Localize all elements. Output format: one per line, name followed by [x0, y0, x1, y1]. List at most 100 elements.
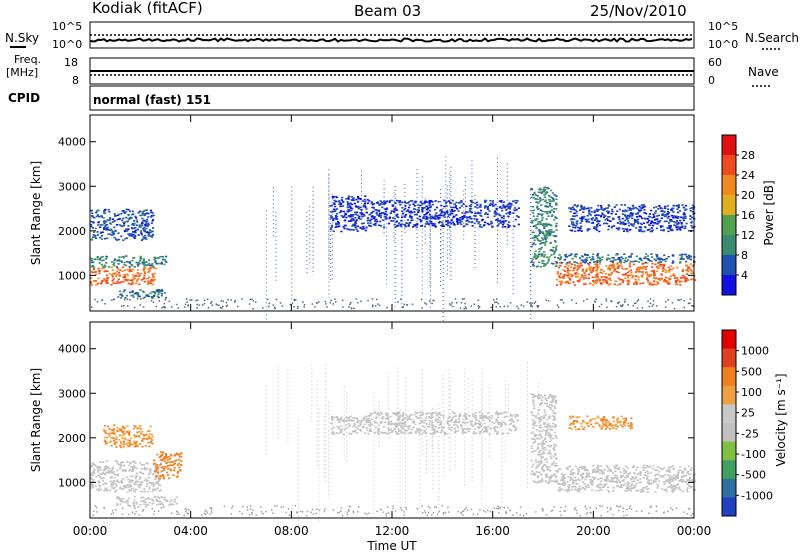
power-ytick-label: 1000 — [58, 269, 86, 282]
power-cell — [118, 290, 122, 293]
power-cell — [549, 210, 552, 213]
power-cell — [140, 232, 143, 235]
power-cell — [378, 210, 381, 213]
velocity-cell — [158, 456, 161, 458]
power-cell — [646, 221, 649, 224]
velocity-cell — [497, 414, 500, 416]
power-cell — [581, 275, 584, 277]
power-cell — [568, 225, 571, 227]
velocity-cell — [146, 468, 149, 470]
power-cell — [584, 261, 587, 263]
velocity-cell — [135, 444, 139, 446]
power-cell — [637, 276, 640, 279]
velocity-cell — [374, 422, 377, 424]
velocity-cell — [553, 426, 557, 428]
velocity-cell — [616, 467, 619, 470]
power-cell — [160, 292, 163, 295]
cpid-panel: CPID normal (fast) 151 — [8, 85, 695, 111]
power-cell — [90, 239, 93, 241]
power-cell — [113, 236, 116, 239]
power-cell — [628, 262, 631, 264]
power-cell — [454, 205, 458, 207]
power-cell — [401, 206, 404, 209]
velocity-cell — [504, 422, 507, 424]
power-cell — [382, 212, 385, 214]
velocity-cell — [128, 464, 131, 466]
power-cell — [567, 269, 570, 272]
power-cell — [553, 208, 556, 210]
power-cell — [615, 270, 618, 273]
power-cell — [113, 226, 116, 229]
power-cell — [363, 204, 366, 206]
power-ground-cell — [184, 306, 186, 308]
power-cell — [676, 228, 679, 231]
velocity-cell — [414, 430, 417, 433]
power-ground-cell — [507, 305, 509, 308]
velocity-cell — [420, 414, 423, 416]
velocity-cell — [437, 427, 440, 429]
velocity-cell — [97, 474, 100, 477]
velocity-cell — [367, 415, 370, 417]
velocity-cell — [505, 415, 508, 418]
power-cell — [635, 213, 638, 215]
power-cell — [661, 269, 665, 272]
velocity-cell — [550, 434, 553, 436]
power-cell — [96, 282, 99, 285]
power-cell — [663, 258, 666, 261]
power-cell — [345, 216, 348, 219]
velocity-cell — [633, 480, 636, 483]
power-ground-cell — [350, 302, 352, 304]
power-cell — [637, 209, 641, 212]
velocity-cell — [531, 465, 534, 468]
velocity-cell — [478, 411, 481, 414]
velocity-cell — [434, 418, 437, 421]
power-cell — [143, 274, 146, 277]
power-cell — [118, 271, 121, 274]
velocity-cell — [331, 433, 334, 435]
power-cell — [587, 218, 590, 221]
power-cell — [644, 217, 647, 220]
velocity-cell — [151, 502, 154, 505]
power-ground-cell — [606, 306, 608, 309]
noise-right-label: N.Search — [745, 31, 799, 45]
velocity-cell — [113, 477, 116, 479]
power-cell — [356, 225, 359, 228]
power-colorbar-label: Power [dB] — [762, 180, 776, 245]
velocity-cell — [397, 411, 400, 413]
velocity-cell — [592, 470, 595, 473]
velocity-cell — [581, 466, 584, 468]
power-cell — [451, 209, 454, 212]
power-cell — [131, 235, 134, 237]
power-cell — [646, 262, 649, 264]
velocity-cell — [553, 474, 556, 477]
velocity-cell — [133, 495, 137, 498]
velocity-cell — [91, 472, 94, 474]
power-cell — [372, 223, 375, 226]
power-cell — [112, 233, 115, 236]
velocity-cell — [468, 415, 471, 417]
power-cell — [565, 263, 568, 265]
velocity-cell — [510, 429, 513, 432]
power-cell — [530, 188, 533, 190]
velocity-cell — [551, 415, 554, 417]
power-cell — [500, 216, 503, 219]
power-cell — [583, 215, 586, 218]
power-cell — [391, 204, 394, 206]
power-cell — [580, 206, 583, 209]
power-cell — [533, 192, 536, 195]
velocity-cell — [677, 471, 680, 473]
power-cell — [499, 219, 502, 222]
power-colorbar-tick-label: 24 — [741, 169, 755, 182]
power-cell — [629, 269, 633, 272]
velocity-cell — [454, 419, 458, 421]
power-cell — [141, 217, 144, 220]
velocity-cell — [116, 427, 119, 429]
velocity-cell — [544, 438, 547, 441]
power-cell — [149, 234, 152, 237]
power-cell — [652, 222, 656, 224]
velocity-cell — [353, 430, 357, 433]
velocity-cell — [453, 412, 456, 415]
power-cell — [636, 275, 639, 277]
power-cell — [149, 282, 153, 285]
velocity-cell — [421, 411, 424, 414]
